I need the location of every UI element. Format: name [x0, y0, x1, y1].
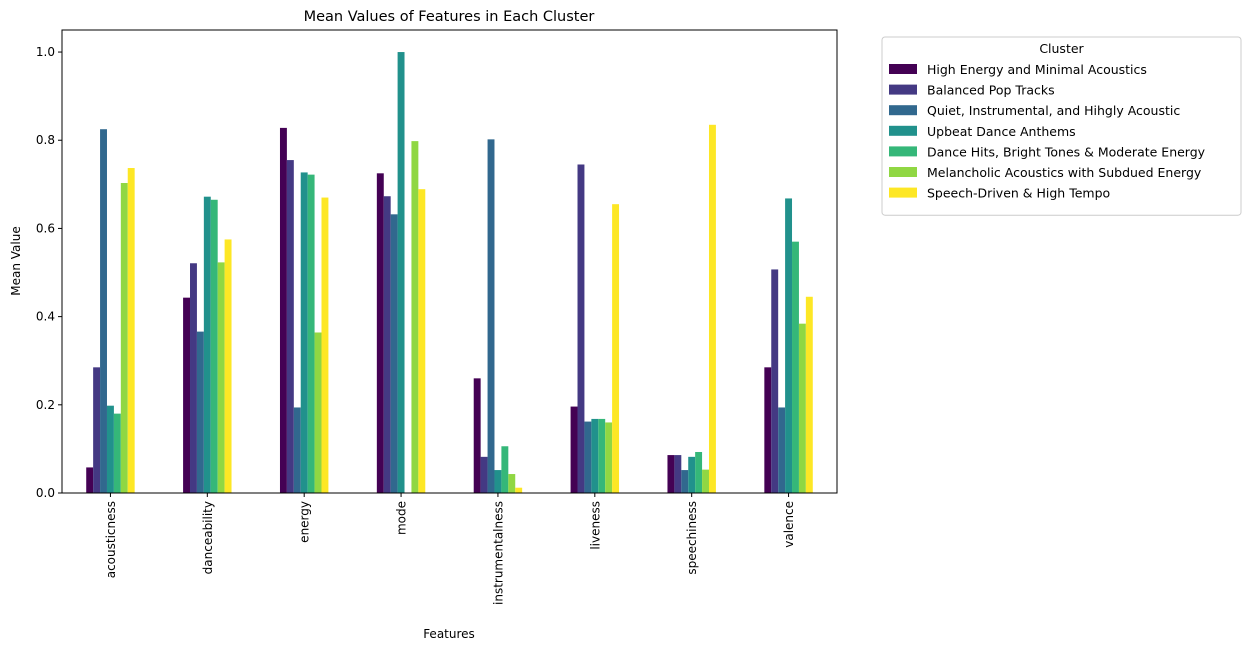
bar-acousticness-series-4 [113, 413, 121, 493]
bar-mode-series-2 [390, 214, 398, 493]
bar-liveness-series-5 [605, 422, 613, 493]
bar-liveness-series-6 [612, 204, 620, 493]
bar-acousticness-series-2 [100, 129, 107, 493]
legend-swatch-6 [889, 187, 917, 198]
y-tick-label: 0.0 [36, 486, 55, 500]
bar-energy-series-1 [286, 160, 294, 493]
x-tick-label-liveness: liveness [588, 501, 602, 550]
x-tick-label-acousticness: acousticness [104, 501, 118, 578]
legend-swatch-0 [889, 64, 917, 74]
bar-mode-series-3 [397, 52, 405, 494]
bar-valence-series-6 [805, 296, 813, 493]
bar-danceability-series-4 [210, 199, 218, 493]
x-tick-label-speechiness: speechiness [685, 501, 699, 575]
bar-valence-series-5 [798, 323, 806, 493]
legend-swatch-1 [889, 84, 917, 95]
bar-danceability-series-1 [190, 263, 197, 493]
bar-speechiness-series-0 [667, 455, 675, 493]
bar-energy-series-5 [314, 332, 322, 493]
legend-label-3: Upbeat Dance Anthems [927, 124, 1076, 139]
bar-energy-series-0 [279, 127, 287, 493]
legend-title: Cluster [1039, 41, 1084, 56]
y-tick-label: 0.2 [36, 398, 55, 412]
bars-group [86, 52, 813, 494]
bar-speechiness-series-3 [688, 456, 696, 493]
legend-swatch-5 [889, 167, 917, 177]
bar-speechiness-series-1 [674, 455, 682, 493]
bar-danceability-series-3 [203, 196, 211, 493]
bar-liveness-series-2 [584, 421, 592, 493]
x-axis-title: Features [423, 627, 475, 641]
bar-speechiness-series-5 [702, 469, 709, 493]
bar-valence-series-3 [785, 198, 793, 493]
bar-instrumentalness-series-2 [487, 139, 495, 494]
legend-swatch-2 [889, 105, 917, 116]
bar-liveness-series-0 [570, 406, 578, 493]
bar-acousticness-series-0 [86, 467, 94, 493]
bar-instrumentalness-series-5 [508, 474, 516, 493]
y-tick-label: 0.4 [36, 310, 55, 324]
legend-swatch-3 [889, 125, 917, 136]
bar-acousticness-series-3 [106, 405, 114, 493]
bar-speechiness-series-4 [695, 451, 703, 493]
bar-energy-series-3 [300, 172, 308, 493]
chart-title: Mean Values of Features in Each Cluster [304, 9, 595, 25]
legend-swatch-4 [889, 146, 917, 157]
bar-valence-series-0 [764, 367, 772, 493]
bar-speechiness-series-2 [681, 470, 689, 493]
x-tick-label-valence: valence [782, 501, 796, 548]
bar-acousticness-series-1 [93, 367, 101, 493]
bar-danceability-series-2 [196, 331, 204, 493]
bar-instrumentalness-series-1 [480, 456, 488, 493]
bar-liveness-series-3 [591, 418, 599, 493]
x-tick-label-danceability: danceability [201, 501, 215, 574]
legend-label-0: High Energy and Minimal Acoustics [927, 62, 1147, 77]
legend-label-4: Dance Hits, Bright Tones & Moderate Ener… [927, 144, 1206, 159]
legend-label-1: Balanced Pop Tracks [927, 83, 1055, 98]
x-tick-label-instrumentalness: instrumentalness [491, 501, 505, 605]
legend-label-5: Melancholic Acoustics with Subdued Energ… [927, 165, 1202, 180]
y-axis-title: Mean Value [9, 226, 23, 295]
bar-liveness-series-1 [577, 164, 585, 494]
bar-energy-series-2 [293, 407, 301, 493]
y-tick-label: 1.0 [36, 45, 55, 59]
bar-valence-series-1 [771, 269, 779, 493]
y-tick-label: 0.6 [36, 221, 55, 235]
bar-mode-series-0 [376, 173, 384, 493]
bar-instrumentalness-series-3 [494, 470, 502, 493]
bar-mode-series-1 [383, 196, 391, 494]
legend-frame [881, 36, 1242, 216]
bar-danceability-series-0 [183, 297, 191, 493]
bar-instrumentalness-series-6 [515, 487, 523, 493]
bar-valence-series-4 [792, 241, 799, 493]
bar-danceability-series-6 [224, 239, 232, 493]
legend-label-2: Quiet, Instrumental, and Hihgly Acoustic [927, 103, 1180, 118]
plot-frame [61, 29, 838, 494]
x-tick-label-energy: energy [298, 501, 312, 543]
bar-valence-series-2 [778, 407, 786, 493]
bar-instrumentalness-series-0 [473, 378, 481, 493]
legend: Cluster High Energy and Minimal Acoustics… [881, 36, 1242, 216]
bar-mode-series-5 [411, 141, 419, 493]
bar-liveness-series-4 [598, 418, 606, 493]
y-tick-label: 0.8 [36, 133, 55, 147]
bar-danceability-series-5 [217, 262, 225, 493]
bar-mode-series-6 [418, 189, 426, 493]
x-tick-label-mode: mode [395, 501, 409, 535]
bar-instrumentalness-series-4 [501, 446, 509, 493]
bar-energy-series-4 [307, 174, 315, 493]
bar-speechiness-series-6 [708, 124, 716, 494]
bar-energy-series-6 [321, 197, 329, 493]
bar-acousticness-series-5 [120, 183, 128, 493]
bar-acousticness-series-6 [127, 168, 135, 493]
axes-group: 0.0 0.2 0.4 0.6 0.8 1.0 acousticness danceabili… [36, 29, 838, 605]
legend-label-6: Speech-Driven & High Tempo [927, 186, 1110, 201]
